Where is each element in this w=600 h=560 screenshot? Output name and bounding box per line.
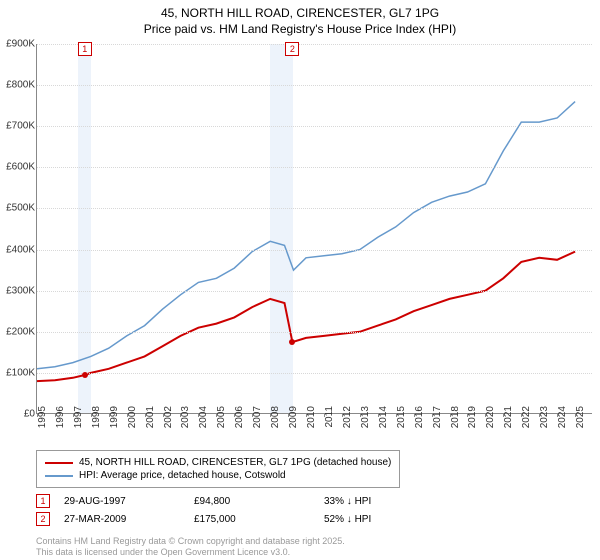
- y-axis-label: £0: [1, 409, 35, 420]
- title-line1: 45, NORTH HILL ROAD, CIRENCESTER, GL7 1P…: [0, 6, 600, 22]
- gridline-h: [37, 332, 592, 333]
- gridline-h: [37, 373, 592, 374]
- x-axis-label: 2013: [360, 406, 371, 428]
- gridline-h: [37, 208, 592, 209]
- x-axis-label: 2018: [450, 406, 461, 428]
- x-axis-label: 2004: [198, 406, 209, 428]
- gridline-h: [37, 250, 592, 251]
- y-axis-label: £100K: [1, 367, 35, 378]
- series-line-property: [37, 252, 575, 382]
- table-price: £94,800: [194, 496, 324, 507]
- y-axis-label: £200K: [1, 326, 35, 337]
- gridline-h: [37, 126, 592, 127]
- legend-row: HPI: Average price, detached house, Cots…: [45, 470, 391, 481]
- x-axis-label: 2002: [163, 406, 174, 428]
- x-axis-label: 2001: [145, 406, 156, 428]
- y-axis-label: £800K: [1, 80, 35, 91]
- plot-region: £0£100K£200K£300K£400K£500K£600K£700K£80…: [36, 44, 592, 414]
- y-axis-label: £600K: [1, 162, 35, 173]
- y-axis-label: £900K: [1, 39, 35, 50]
- table-marker: 2: [36, 512, 50, 526]
- x-axis-label: 2011: [324, 406, 335, 428]
- x-axis-label: 2007: [252, 406, 263, 428]
- x-axis-label: 2008: [270, 406, 281, 428]
- series-line-hpi: [37, 102, 575, 369]
- table-delta: 52% ↓ HPI: [324, 514, 454, 525]
- table-row: 2 27-MAR-2009£175,00052% ↓ HPI: [36, 512, 454, 526]
- legend-box: 45, NORTH HILL ROAD, CIRENCESTER, GL7 1P…: [36, 450, 400, 488]
- x-axis-label: 1999: [109, 406, 120, 428]
- gridline-h: [37, 44, 592, 45]
- chart-area: £0£100K£200K£300K£400K£500K£600K£700K£80…: [36, 44, 592, 414]
- x-axis-label: 2017: [432, 406, 443, 428]
- gridline-h: [37, 291, 592, 292]
- gridline-h: [37, 167, 592, 168]
- sale-marker-dot: [82, 372, 88, 378]
- footer-attribution: Contains HM Land Registry data © Crown c…: [36, 536, 345, 558]
- legend-swatch: [45, 475, 73, 477]
- sale-marker-box: 1: [78, 42, 92, 56]
- legend-label: HPI: Average price, detached house, Cots…: [79, 470, 286, 481]
- x-axis-label: 2020: [485, 406, 496, 428]
- sale-marker-box: 2: [285, 42, 299, 56]
- legend-swatch: [45, 462, 73, 464]
- sales-table: 1 29-AUG-1997£94,80033% ↓ HPI 2 27-MAR-2009…: [36, 494, 454, 530]
- title-line2: Price paid vs. HM Land Registry's House …: [0, 22, 600, 38]
- x-axis-label: 2006: [234, 406, 245, 428]
- table-marker: 1: [36, 494, 50, 508]
- legend-label: 45, NORTH HILL ROAD, CIRENCESTER, GL7 1P…: [79, 457, 391, 468]
- x-axis-label: 2005: [216, 406, 227, 428]
- line-series-svg: [37, 44, 593, 414]
- footer-line1: Contains HM Land Registry data © Crown c…: [36, 536, 345, 547]
- x-axis-label: 1995: [37, 406, 48, 428]
- x-axis-label: 2022: [521, 406, 532, 428]
- y-axis-label: £500K: [1, 203, 35, 214]
- footer-line2: This data is licensed under the Open Gov…: [36, 547, 345, 558]
- x-axis-label: 2021: [503, 406, 514, 428]
- y-axis-label: £300K: [1, 285, 35, 296]
- gridline-h: [37, 85, 592, 86]
- x-axis-label: 2010: [306, 406, 317, 428]
- x-axis-label: 2015: [396, 406, 407, 428]
- x-axis-label: 2014: [378, 406, 389, 428]
- x-axis-label: 1996: [55, 406, 66, 428]
- table-date: 27-MAR-2009: [64, 514, 194, 525]
- y-axis-label: £400K: [1, 244, 35, 255]
- x-axis-label: 2000: [127, 406, 138, 428]
- x-axis-label: 2003: [180, 406, 191, 428]
- table-delta: 33% ↓ HPI: [324, 496, 454, 507]
- table-row: 1 29-AUG-1997£94,80033% ↓ HPI: [36, 494, 454, 508]
- x-axis-label: 2009: [288, 406, 299, 428]
- x-axis-label: 2025: [575, 406, 586, 428]
- table-price: £175,000: [194, 514, 324, 525]
- x-axis-label: 2024: [557, 406, 568, 428]
- y-axis-label: £700K: [1, 121, 35, 132]
- table-date: 29-AUG-1997: [64, 496, 194, 507]
- x-axis-label: 1997: [73, 406, 84, 428]
- x-axis-label: 2012: [342, 406, 353, 428]
- x-axis-label: 2023: [539, 406, 550, 428]
- x-axis-label: 2016: [414, 406, 425, 428]
- chart-title: 45, NORTH HILL ROAD, CIRENCESTER, GL7 1P…: [0, 0, 600, 37]
- x-axis-label: 2019: [467, 406, 478, 428]
- x-axis-label: 1998: [91, 406, 102, 428]
- legend-row: 45, NORTH HILL ROAD, CIRENCESTER, GL7 1P…: [45, 457, 391, 468]
- sale-marker-dot: [289, 339, 295, 345]
